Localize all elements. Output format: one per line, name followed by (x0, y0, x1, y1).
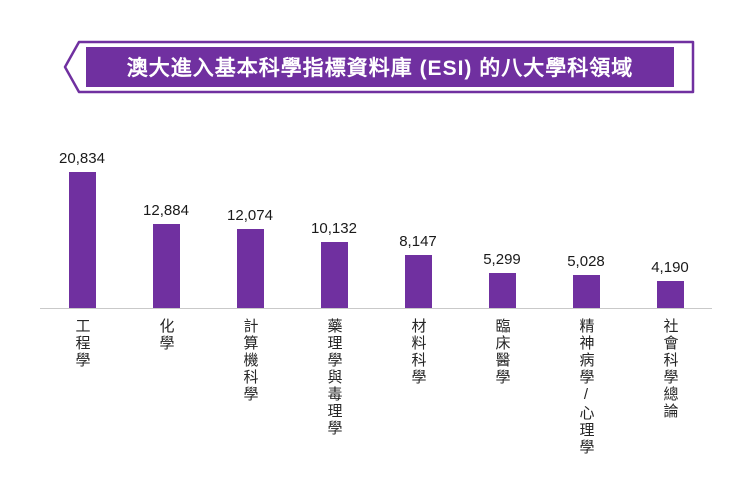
bar-column: 20,834 (40, 150, 124, 308)
bar (236, 229, 264, 308)
category-label-text: 藥理學與毒理學 (325, 318, 343, 437)
category-label-text: 材料科學 (409, 318, 427, 386)
category-label-text: 臨床醫學 (493, 318, 511, 386)
bar-column: 5,299 (460, 251, 544, 308)
bar (68, 172, 96, 308)
bar (572, 275, 600, 308)
category-label-text: 化學 (157, 318, 175, 352)
bar-chart: 20,834 12,884 12,074 10,132 8,147 5,299 5,028 4… (40, 138, 712, 478)
bar (404, 255, 432, 308)
bar-value-label: 8,147 (399, 233, 437, 250)
bar-value-label: 12,074 (227, 207, 273, 224)
bars-area: 20,834 12,884 12,074 10,132 8,147 5,299 5,028 4… (40, 138, 712, 308)
category-label-text: 精神病學/心理學 (577, 318, 595, 456)
category-label: 計算機科學 (208, 309, 292, 478)
category-label: 藥理學與毒理學 (292, 309, 376, 478)
category-label: 材料科學 (376, 309, 460, 478)
bar-value-label: 20,834 (59, 150, 105, 167)
bar-column: 8,147 (376, 233, 460, 308)
category-label-text: 工程學 (73, 318, 91, 369)
category-labels-row: 工程學 化學 計算機科學 藥理學與毒理學 材料科學 臨床醫學 精神病學/心理學 社會科學總論 (40, 309, 712, 478)
bar (488, 273, 516, 308)
bar (152, 224, 180, 308)
bar-column: 12,074 (208, 207, 292, 308)
category-label-text: 計算機科學 (241, 318, 259, 403)
bar (320, 242, 348, 308)
category-label: 社會科學總論 (628, 309, 712, 478)
x-axis-line (40, 308, 712, 309)
bar (656, 281, 684, 308)
banner-ribbon-shape (63, 40, 695, 94)
category-label-text: 社會科學總論 (661, 318, 679, 420)
category-label: 化學 (124, 309, 208, 478)
bar-column: 5,028 (544, 253, 628, 308)
bar-column: 10,132 (292, 220, 376, 308)
bar-value-label: 10,132 (311, 220, 357, 237)
bar-value-label: 5,299 (483, 251, 521, 268)
bar-value-label: 4,190 (651, 259, 689, 276)
bar-column: 4,190 (628, 259, 712, 308)
bar-value-label: 5,028 (567, 253, 605, 270)
chart-title-banner: 澳大進入基本科學指標資料庫 (ESI) 的八大學科領域 (62, 40, 696, 94)
chart-title: 澳大進入基本科學指標資料庫 (ESI) 的八大學科領域 (126, 57, 634, 80)
bar-column: 12,884 (124, 202, 208, 308)
bar-value-label: 12,884 (143, 202, 189, 219)
category-label: 臨床醫學 (460, 309, 544, 478)
category-label: 工程學 (40, 309, 124, 478)
category-label: 精神病學/心理學 (544, 309, 628, 478)
